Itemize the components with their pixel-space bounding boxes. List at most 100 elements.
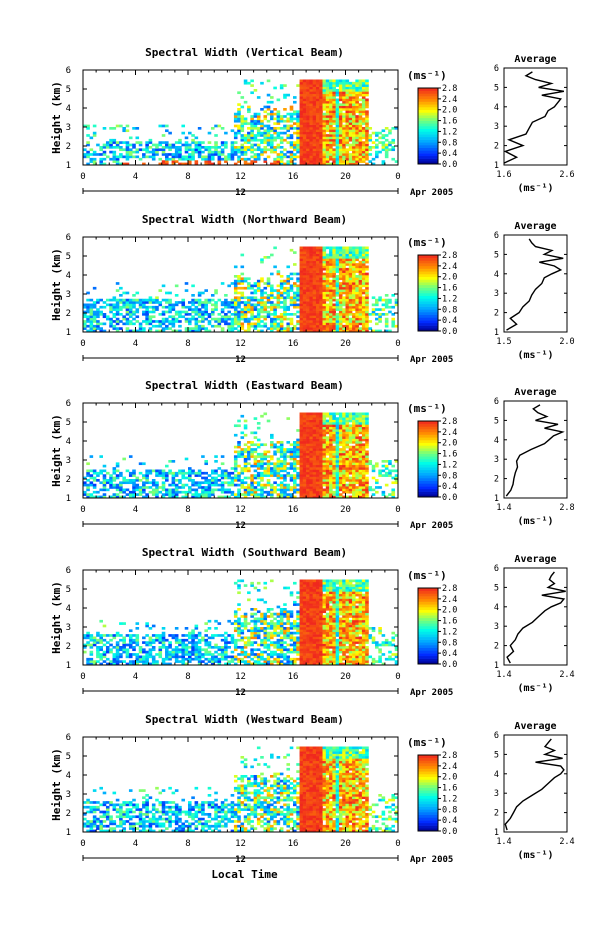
heatmap-cell [352, 108, 356, 111]
heatmap-cell [260, 490, 264, 494]
heatmap-cell [345, 98, 350, 102]
heatmap-cell [358, 495, 363, 499]
heatmap-cell [306, 146, 310, 149]
heatmap-cell [266, 327, 271, 330]
heatmap-cell [312, 417, 317, 420]
heatmap-cell [384, 127, 389, 130]
heatmap-cell [247, 148, 251, 152]
heatmap-cell [279, 320, 284, 323]
heatmap-cell [128, 153, 133, 156]
heatmap-cell [135, 486, 140, 489]
heatmap-cell [289, 296, 294, 300]
x-tick-label: 20 [340, 339, 351, 349]
heatmap-cell [204, 157, 208, 161]
heatmap-cell [260, 124, 264, 128]
heatmap-cell [338, 481, 343, 485]
heatmap-cells [83, 79, 399, 166]
heatmap-cell [256, 301, 261, 304]
heatmap-cell [148, 327, 153, 330]
heatmap-cell [302, 143, 307, 147]
heatmap-cell [174, 495, 179, 499]
heatmap-cell [224, 315, 228, 319]
heatmap-cell [361, 296, 366, 300]
heatmap-cell [279, 286, 284, 290]
heatmap-cell [365, 452, 369, 456]
heatmap-cell [368, 148, 373, 152]
heatmap-cell [319, 162, 323, 166]
heatmap-cell [345, 86, 350, 90]
heatmap-cell [224, 303, 228, 307]
heatmap-cell [270, 150, 274, 154]
heatmap-cell [256, 303, 261, 307]
heatmap-cell [361, 414, 366, 418]
heatmap-cell [345, 267, 350, 271]
y-tick-label: 2 [66, 475, 71, 485]
heatmap-cell [240, 265, 245, 269]
heatmap-cell [266, 294, 271, 297]
heatmap-cell [233, 308, 238, 311]
heatmap-cell [273, 320, 277, 323]
heatmap-cell [289, 313, 294, 316]
heatmap-cell [322, 469, 327, 473]
heatmap-cell [289, 457, 294, 461]
heatmap-cell [312, 320, 317, 323]
heatmap-cell [322, 296, 327, 300]
heatmap-cell [217, 157, 222, 161]
heatmap-cell [250, 91, 254, 95]
heatmap-cell [345, 460, 350, 463]
colorbar-swatch [418, 317, 438, 321]
heatmap-cell [368, 160, 373, 163]
heatmap-cell [342, 422, 346, 425]
heatmap-cell [335, 267, 340, 271]
heatmap-cell [243, 146, 248, 149]
heatmap-cell [375, 479, 379, 482]
heatmap-cell [325, 253, 330, 257]
heatmap-cell [361, 308, 366, 311]
heatmap-cell [296, 279, 300, 283]
heatmap-cell [86, 143, 90, 147]
heatmap-cell [266, 277, 271, 281]
heatmap-cell [315, 138, 320, 142]
heatmap-cell [142, 327, 146, 330]
heatmap-cell [329, 119, 333, 123]
heatmap-cell [161, 162, 166, 166]
heatmap-cell [233, 455, 238, 458]
heatmap-cell [306, 441, 310, 444]
heatmap-cell [273, 127, 277, 130]
heatmap-cell [270, 127, 274, 130]
heatmap-cell [342, 471, 346, 475]
heatmap-cell [296, 148, 300, 152]
heatmap-cell [237, 91, 241, 95]
heatmap-cell [315, 127, 320, 130]
heatmap-cell [338, 417, 343, 420]
heatmap-cell [210, 317, 215, 321]
heatmap-cell [315, 469, 320, 473]
heatmap-cell [138, 301, 143, 304]
heatmap-cell [191, 301, 195, 304]
heatmap-cell [102, 464, 107, 468]
heatmap-cell [112, 138, 117, 142]
heatmap-cell [283, 148, 287, 152]
heatmap-cell [345, 329, 350, 333]
heatmap-cell [217, 320, 222, 323]
heatmap-cell [322, 436, 327, 439]
heatmap-cell [240, 431, 245, 435]
heatmap-cell [270, 488, 274, 492]
heatmap-cell [309, 414, 313, 418]
heatmap-cell [358, 455, 363, 458]
heatmap-cell [319, 146, 323, 149]
heatmap-cell [250, 474, 254, 477]
heatmap-cell [122, 141, 126, 144]
heatmap-cell [250, 305, 254, 309]
heatmap-cell [115, 146, 120, 149]
heatmap-cell [325, 143, 330, 147]
heatmap-cell [348, 291, 353, 295]
heatmap-cell [276, 153, 281, 156]
heatmap-cell [102, 315, 107, 319]
heatmap-cell [358, 93, 363, 97]
heatmap-cell [168, 308, 172, 311]
heatmap-cell [283, 153, 287, 156]
heatmap-cell [273, 108, 277, 111]
heatmap-cell [250, 322, 254, 326]
heatmap-cell [332, 282, 336, 285]
